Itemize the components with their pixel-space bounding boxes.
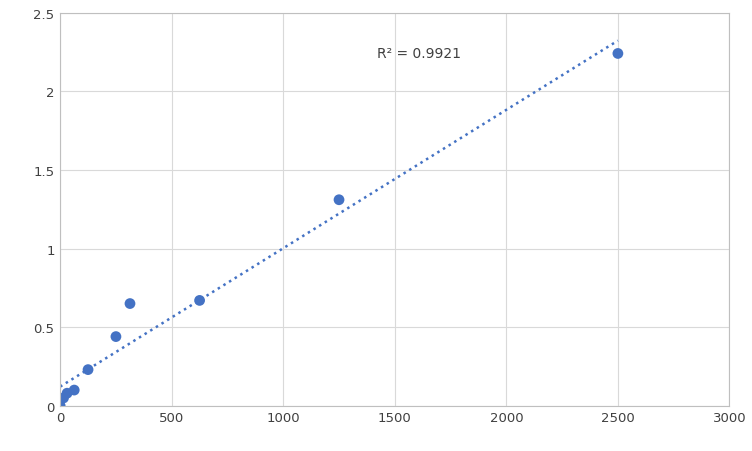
Point [61, 390, 73, 397]
Point [110, 333, 122, 341]
Point [57, 395, 69, 402]
Point [68, 387, 80, 394]
Point [193, 297, 205, 304]
Text: R² = 0.9921: R² = 0.9921 [377, 46, 461, 60]
Point [82, 366, 94, 373]
Point [124, 300, 136, 308]
Point [333, 197, 345, 204]
Point [54, 402, 66, 410]
Point [612, 51, 624, 58]
